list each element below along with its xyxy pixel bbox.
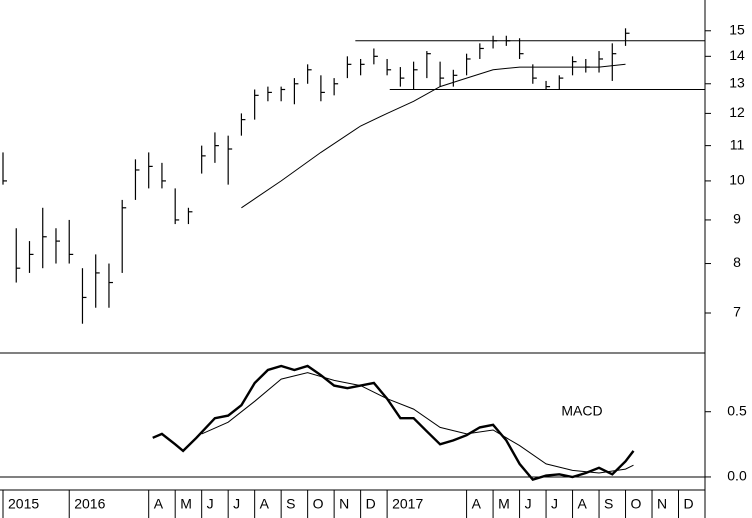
x-tick-label: A bbox=[472, 496, 482, 512]
x-tick-label: 2017 bbox=[392, 496, 423, 512]
y-tick-label: 11 bbox=[730, 136, 745, 152]
y-tick-label: 10 bbox=[729, 172, 745, 188]
x-tick-label: M bbox=[180, 496, 192, 512]
y-tick-label: 14 bbox=[729, 47, 745, 63]
x-tick-label: A bbox=[578, 496, 588, 512]
y-tick-label: 0.0 bbox=[727, 468, 747, 484]
y-tick-label: 7 bbox=[733, 304, 741, 320]
y-tick-label: 8 bbox=[733, 254, 741, 270]
y-tick-label: 15 bbox=[729, 21, 745, 37]
x-tick-label: O bbox=[631, 496, 642, 512]
x-tick-label: J bbox=[551, 496, 558, 512]
y-tick-label: 12 bbox=[729, 104, 745, 120]
macd-line bbox=[201, 372, 634, 474]
annotation: MACD bbox=[561, 403, 602, 419]
x-tick-label: M bbox=[498, 496, 510, 512]
x-tick-label: J bbox=[207, 496, 214, 512]
x-tick-label: O bbox=[313, 496, 324, 512]
y-tick-label: 9 bbox=[733, 211, 741, 227]
macd-line bbox=[152, 364, 635, 481]
x-tick-label: A bbox=[154, 496, 164, 512]
y-tick-label: 0.5 bbox=[727, 402, 747, 418]
x-tick-label: J bbox=[525, 496, 532, 512]
x-tick-label: J bbox=[233, 496, 240, 512]
x-tick-label: 2015 bbox=[8, 496, 39, 512]
x-tick-label: N bbox=[657, 496, 667, 512]
moving-average bbox=[241, 63, 626, 209]
x-tick-label: D bbox=[684, 496, 694, 512]
x-tick-label: S bbox=[604, 496, 613, 512]
y-tick-label: 13 bbox=[729, 74, 745, 90]
x-tick-label: A bbox=[260, 496, 270, 512]
x-tick-label: S bbox=[286, 496, 295, 512]
x-tick-label: 2016 bbox=[74, 496, 105, 512]
x-tick-label: D bbox=[366, 496, 376, 512]
x-tick-label: N bbox=[339, 496, 349, 512]
